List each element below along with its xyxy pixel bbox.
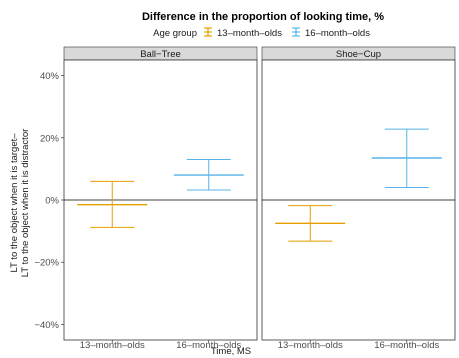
legend-key-13-month-olds xyxy=(204,27,212,37)
x-tick-label: 16–month–olds xyxy=(176,340,241,351)
y-tick-label: 0% xyxy=(45,196,59,207)
y-axis-label-line-2: LT to the object when it is distractor xyxy=(20,129,31,278)
legend: Age group 13–month–olds 16–month–olds xyxy=(153,27,370,39)
chart-marks xyxy=(64,128,455,242)
legend-label-16-month-olds: 16–month–olds xyxy=(305,28,370,39)
x-tick-label: 13–month–olds xyxy=(278,340,343,351)
legend-title: Age group xyxy=(153,28,197,39)
y-tick-label: 20% xyxy=(40,133,60,144)
facet-ball-tree: Ball−Tree xyxy=(63,46,258,341)
x-axis: 13–month–olds 16–month–olds 13–month–olds 1… xyxy=(80,340,439,351)
y-tick-label: −20% xyxy=(34,258,59,269)
x-tick-label: 13–month–olds xyxy=(80,340,145,351)
legend-label-13-month-olds: 13–month–olds xyxy=(217,28,282,39)
y-tick-label: −40% xyxy=(34,320,59,331)
legend-key-16-month-olds xyxy=(292,27,300,37)
facet-label-ball-tree: Ball−Tree xyxy=(140,49,181,60)
x-tick-label: 16–month–olds xyxy=(374,340,439,351)
facet-label-shoe-cup: Shoe−Cup xyxy=(336,49,381,60)
facet-shoe-cup: Shoe−Cup xyxy=(261,46,456,341)
y-tick-label: 40% xyxy=(40,71,60,82)
x-axis-label: Time, MS xyxy=(211,346,251,357)
y-axis-label-line-1: LT to the object when it is target– xyxy=(9,133,20,273)
y-axis: −40% −20% 0% 20% 40% xyxy=(34,71,64,331)
chart-title: Difference in the proportion of looking … xyxy=(142,11,384,23)
